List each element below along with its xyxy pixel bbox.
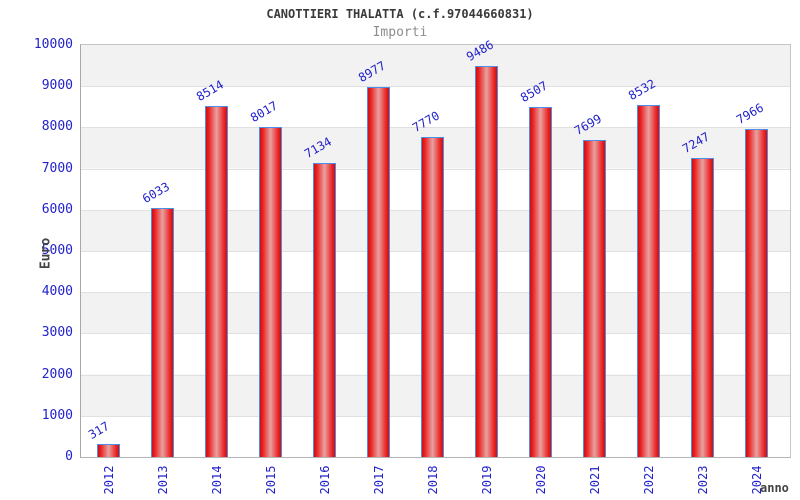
- y-tick-label: 1000: [41, 407, 73, 423]
- bar-value-label: 8507: [518, 78, 551, 105]
- bar: [97, 444, 120, 457]
- y-tick-label: 9000: [41, 78, 73, 94]
- bar-value-label: 6033: [140, 179, 173, 206]
- bar-value-label: 317: [86, 419, 112, 442]
- bar-value-label: 8514: [194, 77, 227, 104]
- bar: [151, 208, 174, 457]
- bar: [583, 140, 606, 457]
- x-tick-label: 2022: [641, 465, 656, 495]
- bar-value-label: 7134: [302, 134, 335, 161]
- bar: [205, 106, 228, 457]
- x-tick-label: 2023: [695, 465, 710, 495]
- bar-value-label: 9486: [464, 37, 497, 64]
- x-tick-label: 2018: [425, 465, 440, 495]
- y-tick-label: 0: [65, 449, 73, 464]
- gridline: [81, 86, 790, 88]
- y-axis-title: Euro: [38, 237, 54, 270]
- bar-value-label: 8977: [356, 58, 389, 85]
- y-tick-label: 7000: [41, 160, 73, 176]
- bar: [745, 129, 768, 457]
- x-tick-label: 2017: [371, 465, 386, 495]
- y-tick-label: 2000: [41, 366, 73, 382]
- bar: [691, 158, 714, 457]
- chart-subtitle: Importi: [372, 25, 428, 40]
- bar: [421, 137, 444, 457]
- bar-value-label: 7247: [680, 129, 713, 156]
- bar: [637, 105, 660, 457]
- bar-value-label: 8532: [626, 76, 659, 103]
- y-tick-label: 10000: [33, 37, 73, 52]
- bar-value-label: 7966: [734, 100, 767, 127]
- x-tick-label: 2014: [209, 465, 224, 495]
- y-tick-label: 3000: [41, 325, 73, 341]
- y-tick-label: 4000: [41, 284, 73, 300]
- bar: [475, 66, 498, 457]
- x-axis-title: anno: [760, 481, 789, 495]
- y-tick-label: 5000: [41, 243, 73, 258]
- x-tick-label: 2015: [263, 465, 278, 495]
- y-tick-label: 6000: [41, 201, 73, 217]
- bar-value-label: 7699: [572, 111, 605, 138]
- bar: [367, 87, 390, 457]
- x-tick-label: 2012: [101, 465, 116, 495]
- x-tick-label: 2020: [533, 465, 548, 495]
- bar-value-label: 8017: [248, 98, 281, 125]
- x-tick-label: 2016: [317, 465, 332, 495]
- y-tick-label: 8000: [41, 119, 73, 135]
- x-tick-label: 2019: [479, 465, 494, 495]
- x-tick-label: 2021: [587, 465, 602, 495]
- plot-area: 317 6033 8514 8017 7134 8977 7770 9486 8507 7699 8…: [80, 37, 791, 458]
- bar: [529, 107, 552, 457]
- bar-value-label: 7770: [410, 108, 443, 135]
- x-tick-label: 2013: [155, 465, 170, 495]
- chart-title: CANOTTIERI THALATTA (c.f.97044660831): [266, 7, 534, 21]
- bar: [313, 163, 336, 457]
- gridline: [81, 127, 790, 129]
- bar: [259, 127, 282, 457]
